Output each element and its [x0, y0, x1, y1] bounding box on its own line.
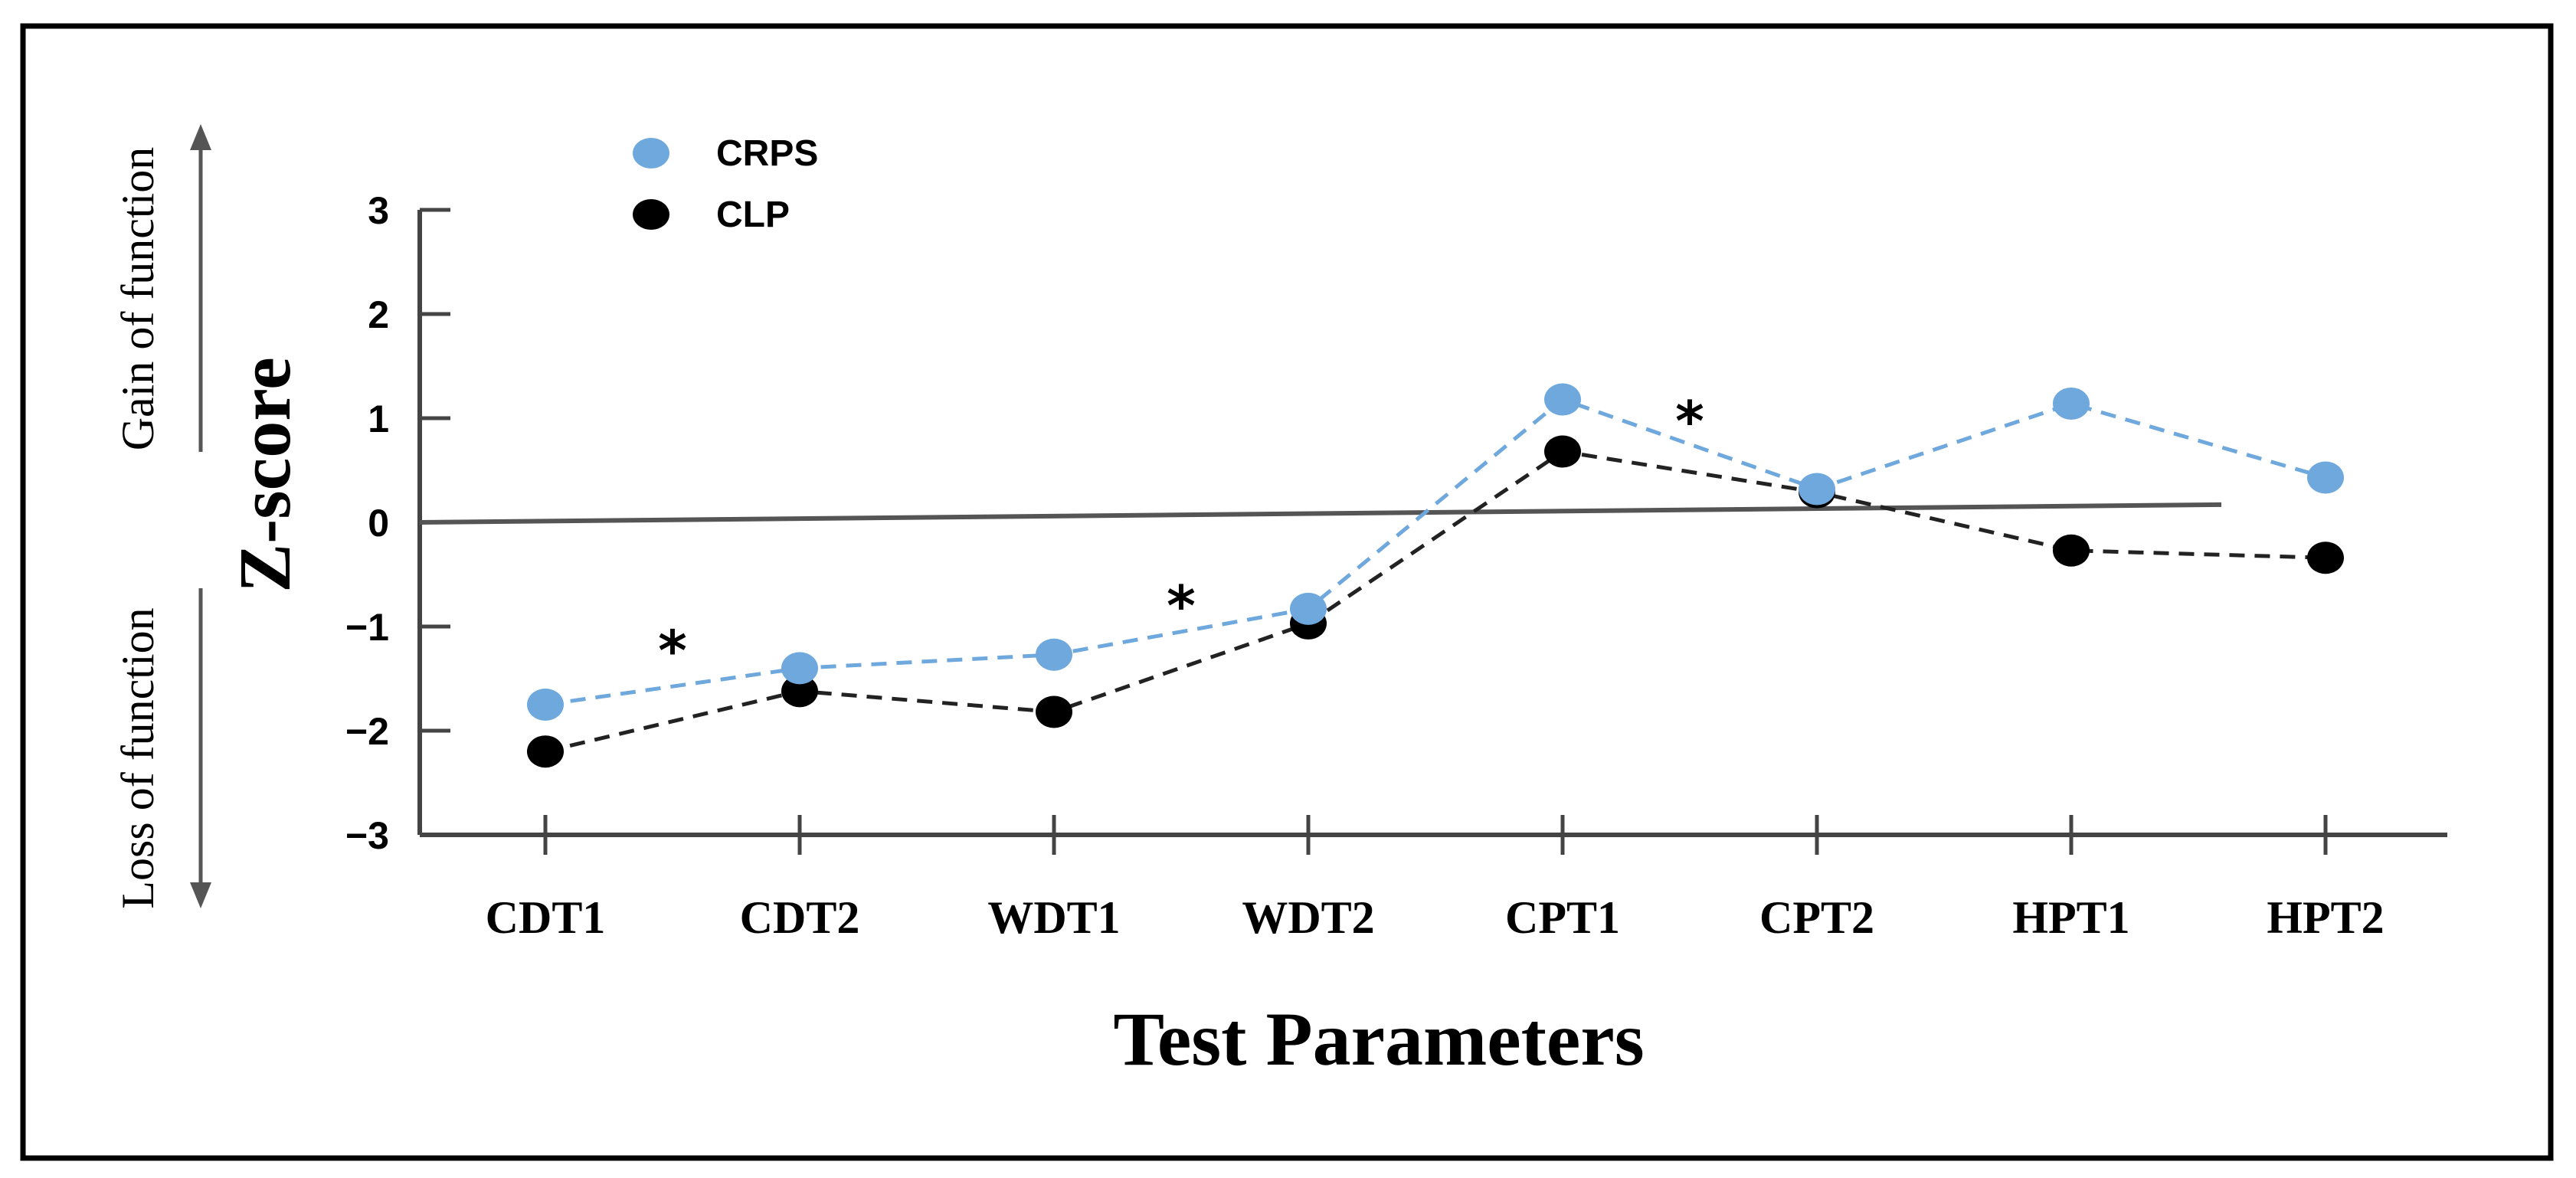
point-crps-wdt1	[1036, 638, 1072, 671]
point-clp-cdt2	[781, 675, 818, 708]
x-tick-label-wdt2: WDT2	[1242, 892, 1374, 943]
point-clp-cdt1	[527, 735, 564, 768]
x-tick-label-wdt1: WDT1	[987, 892, 1120, 943]
legend-label-crps: CRPS	[716, 133, 818, 174]
significance-asterisk: *	[658, 618, 687, 682]
series-line-clp	[545, 449, 2326, 754]
series-line-crps	[545, 397, 2326, 707]
gain-of-function-label: Gain of function	[113, 147, 163, 451]
point-crps-hpt2	[2307, 461, 2344, 494]
x-tick-label-hpt2: HPT2	[2267, 892, 2384, 943]
point-crps-cpt1	[1544, 383, 1581, 416]
y-tick-label: −2	[345, 710, 389, 753]
point-clp-cpt1	[1544, 435, 1581, 468]
legend-label-clp: CLP	[716, 195, 790, 235]
figure-border	[20, 23, 2554, 1161]
x-ticks: CDT1 CDT2 WDT1 WDT2 CPT1 CPT2 HPT1 HPT2	[486, 815, 2385, 943]
y-tick-label: 2	[368, 293, 389, 336]
significance-asterisk: *	[1167, 574, 1196, 638]
x-tick-label-cpt1: CPT1	[1505, 892, 1620, 943]
point-crps-cdt1	[527, 689, 564, 721]
gain-arrow-icon	[190, 124, 211, 150]
y-tick-label: −3	[345, 814, 389, 857]
loss-of-function-label: Loss of function	[113, 607, 163, 908]
legend-marker-clp	[633, 199, 669, 230]
y-tick-label: 3	[368, 189, 389, 232]
loss-of-function-annotation: Loss of function	[113, 588, 211, 909]
y-tick-label: −1	[345, 606, 389, 649]
x-tick-label-cdt2: CDT2	[740, 892, 860, 943]
point-crps-wdt2	[1290, 592, 1327, 625]
series-points	[527, 383, 2344, 768]
legend-marker-crps	[633, 138, 669, 169]
point-clp-wdt1	[1036, 695, 1072, 728]
x-tick-label-cpt2: CPT2	[1759, 892, 1874, 943]
x-tick-label-hpt1: HPT1	[2012, 892, 2129, 943]
significance-asterisk: *	[1675, 389, 1704, 453]
point-clp-hpt2	[2307, 542, 2344, 574]
x-tick-label-cdt1: CDT1	[486, 892, 606, 943]
point-crps-hpt1	[2053, 387, 2090, 420]
significance-markers: * * *	[658, 389, 1704, 682]
y-tick-label: 1	[368, 398, 389, 440]
point-crps-cpt2	[1799, 473, 1835, 506]
x-axis-label: Test Parameters	[1113, 996, 1644, 1081]
series-lines	[545, 397, 2326, 754]
legend: CRPS CLP	[633, 133, 818, 235]
point-crps-cdt2	[781, 652, 818, 685]
point-clp-hpt1	[2053, 534, 2090, 567]
y-axis-label: Z-score	[224, 357, 306, 592]
gain-of-function-annotation: Gain of function	[113, 124, 211, 452]
loss-arrow-icon	[190, 882, 211, 908]
zero-baseline	[419, 502, 2222, 525]
y-tick-label: 0	[368, 502, 389, 545]
y-ticks: 3 2 1 0 −1 −2 −3	[345, 189, 450, 857]
